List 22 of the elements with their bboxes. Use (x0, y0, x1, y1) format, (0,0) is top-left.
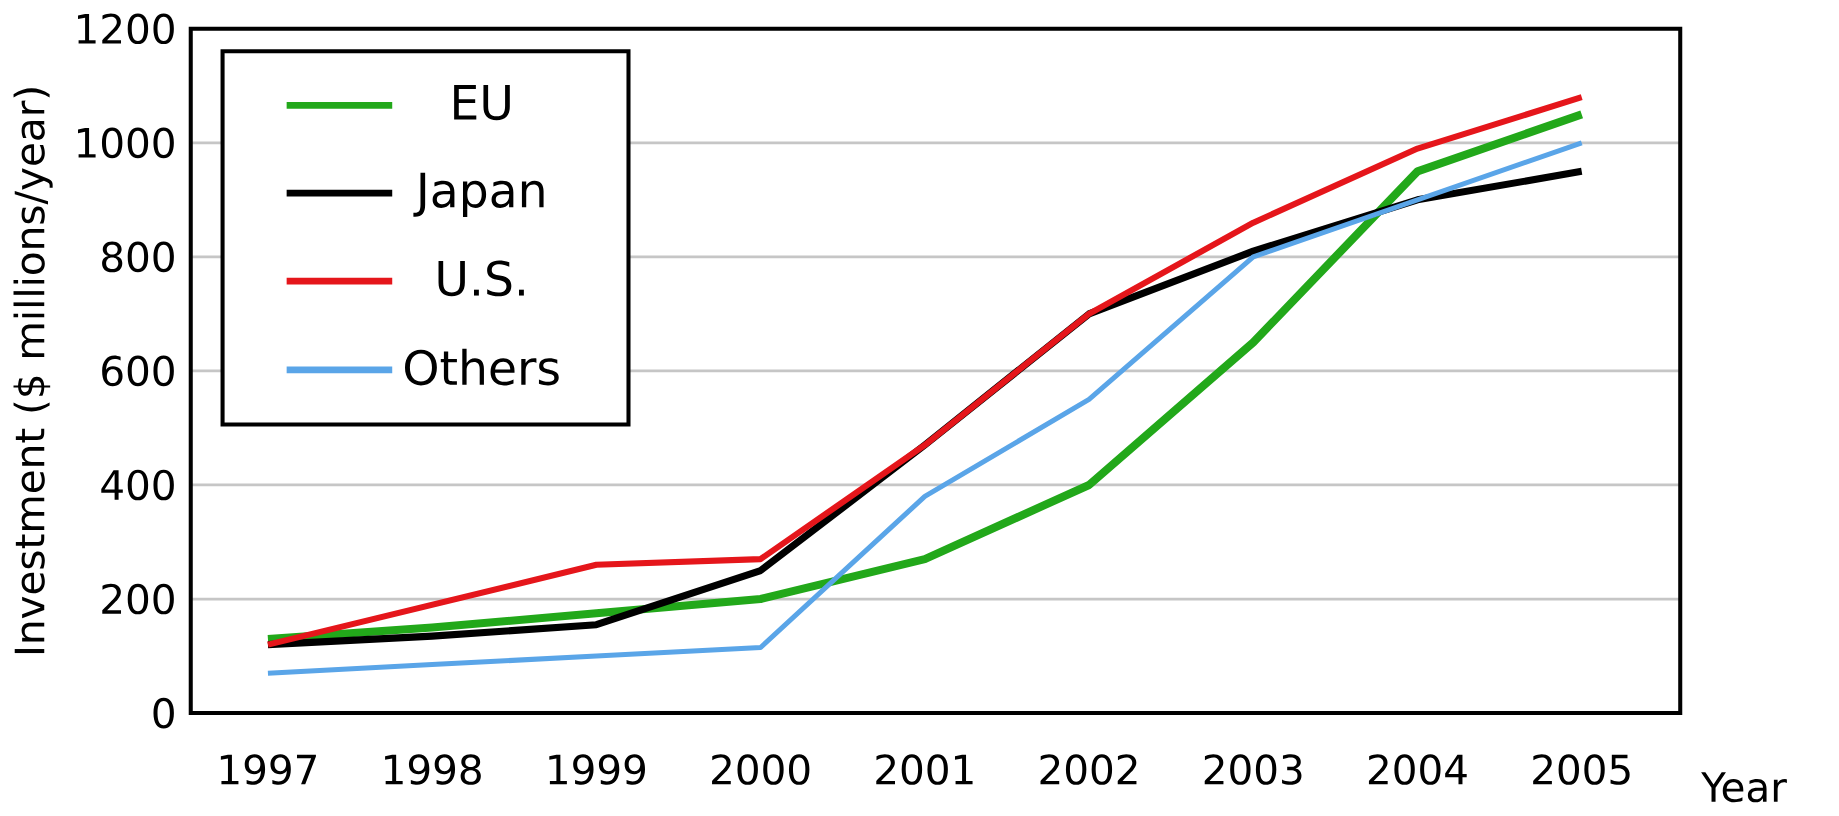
x-tick-label: 2003 (1204, 754, 1302, 785)
x-tick-label: 1997 (220, 754, 316, 785)
x-tick-label: 1998 (385, 754, 481, 785)
y-tick-label: 400 (101, 469, 174, 501)
y-tick-label: 200 (102, 583, 174, 615)
x-tick-label: 2001 (876, 754, 973, 785)
y-tick-label: 1000 (78, 127, 174, 159)
x-axis-title: Year (1701, 772, 1787, 803)
y-tick-label: 600 (102, 355, 174, 387)
x-tick-label: 2005 (1533, 754, 1630, 785)
x-tick-label: 2004 (1368, 754, 1467, 785)
y-tick-label: 0 (153, 697, 174, 729)
legend-label: EU (454, 85, 510, 121)
legend-label: Others (404, 348, 559, 386)
y-axis-title: Investment ($ millions/year) (13, 88, 53, 654)
x-tick-label: 2000 (712, 754, 810, 785)
y-tick-label: 800 (102, 241, 174, 273)
legend-label: Japan (413, 172, 544, 218)
x-tick-label: 1999 (549, 754, 646, 785)
legend-label: U.S. (438, 260, 524, 297)
x-tick-label: 2002 (1040, 754, 1137, 785)
y-tick-label: 1200 (78, 13, 174, 45)
